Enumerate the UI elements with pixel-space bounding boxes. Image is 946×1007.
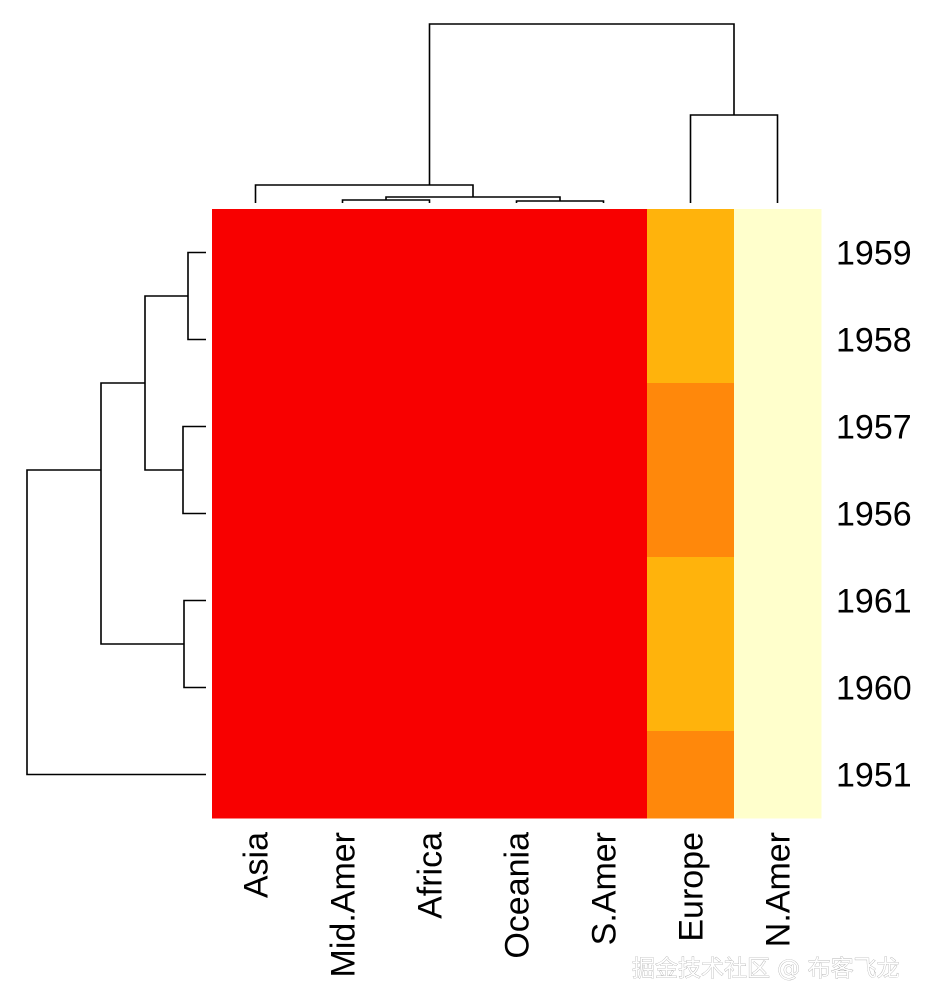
heatmap-cell — [386, 296, 474, 384]
heatmap-cell — [386, 209, 474, 297]
heatmap-cell — [212, 296, 300, 384]
row-label: 1961 — [836, 583, 912, 621]
column-label: Europe — [673, 832, 711, 942]
heatmap-cell — [299, 557, 387, 645]
heatmap-cell — [560, 209, 648, 297]
heatmap-cell — [212, 557, 300, 645]
heatmap-cell — [560, 296, 648, 384]
heatmap-cell — [560, 383, 648, 471]
heatmap-cell — [647, 296, 735, 384]
heatmap-cell — [299, 470, 387, 558]
watermark: 掘金技术社区 @ 布客飞龙 — [632, 956, 900, 982]
column-label: N.Amer — [760, 832, 798, 947]
heatmap-cells — [212, 209, 822, 819]
heatmap-cell — [734, 557, 822, 645]
heatmap-cell — [386, 644, 474, 732]
heatmap-cell — [473, 296, 561, 384]
heatmap-cell — [647, 383, 735, 471]
heatmap-cell — [560, 557, 648, 645]
dendrogram-link — [515, 200, 605, 203]
column-label: Oceania — [499, 832, 537, 959]
dendrogram-link — [26, 469, 206, 776]
row-labels: 1959 1958 1957 1956 1961 1960 1951 — [836, 235, 912, 795]
dendrogram-link — [428, 23, 735, 185]
column-label: S.Amer — [586, 832, 624, 945]
column-labels: Asia Mid.Amer Africa Oceania S.Amer Europe N.A… — [238, 832, 798, 978]
heatmap-cell — [299, 731, 387, 819]
heatmap-cell — [734, 644, 822, 732]
heatmap-cell — [734, 470, 822, 558]
dendrogram-link — [341, 199, 431, 203]
heatmap-cell — [386, 731, 474, 819]
heatmap-cell — [212, 470, 300, 558]
heatmap-cell — [734, 209, 822, 297]
heatmap-cell — [560, 731, 648, 819]
dendrogram-link — [187, 251, 206, 341]
row-dendrogram — [26, 251, 206, 776]
heatmap-cell — [473, 209, 561, 297]
heatmap-cell — [386, 470, 474, 558]
dendrogram-link — [183, 599, 206, 689]
heatmap-cell — [299, 383, 387, 471]
heatmap-cell — [734, 731, 822, 819]
row-label: 1951 — [836, 757, 912, 795]
heatmap-cell — [473, 644, 561, 732]
heatmap-cell — [734, 296, 822, 384]
row-label: 1960 — [836, 670, 912, 708]
heatmap-cell — [647, 731, 735, 819]
heatmap-cell — [212, 731, 300, 819]
column-dendrogram — [254, 23, 779, 203]
row-label: 1957 — [836, 409, 912, 447]
heatmap-cell — [473, 383, 561, 471]
heatmap-cell — [560, 644, 648, 732]
heatmap-cell — [647, 644, 735, 732]
row-label: 1956 — [836, 496, 912, 534]
dendrogram-link — [689, 114, 779, 203]
column-label: Africa — [412, 832, 450, 919]
heatmap-cell — [647, 470, 735, 558]
row-label: 1958 — [836, 322, 912, 360]
heatmap-cell — [473, 470, 561, 558]
heatmap-cell — [647, 557, 735, 645]
heatmap-cell — [299, 296, 387, 384]
heatmap-cell — [212, 383, 300, 471]
column-label: Mid.Amer — [325, 832, 363, 977]
heatmap-cell — [386, 557, 474, 645]
heatmap-cell — [212, 644, 300, 732]
heatmap-cell — [386, 383, 474, 471]
column-label: Asia — [238, 832, 276, 898]
heatmap-cell — [299, 209, 387, 297]
dendrogram-link — [254, 184, 474, 203]
heatmap-cell — [299, 644, 387, 732]
row-label: 1959 — [836, 235, 912, 273]
dendrogram-link — [100, 382, 184, 645]
heatmap-cell — [560, 470, 648, 558]
heatmap-cell — [473, 557, 561, 645]
dendrogram-link — [182, 425, 206, 515]
heatmap-cell — [647, 209, 735, 297]
heatmap-cell — [734, 383, 822, 471]
heatmap-cell — [212, 209, 300, 297]
heatmap-cell — [473, 731, 561, 819]
dendrogram-link — [144, 295, 188, 471]
